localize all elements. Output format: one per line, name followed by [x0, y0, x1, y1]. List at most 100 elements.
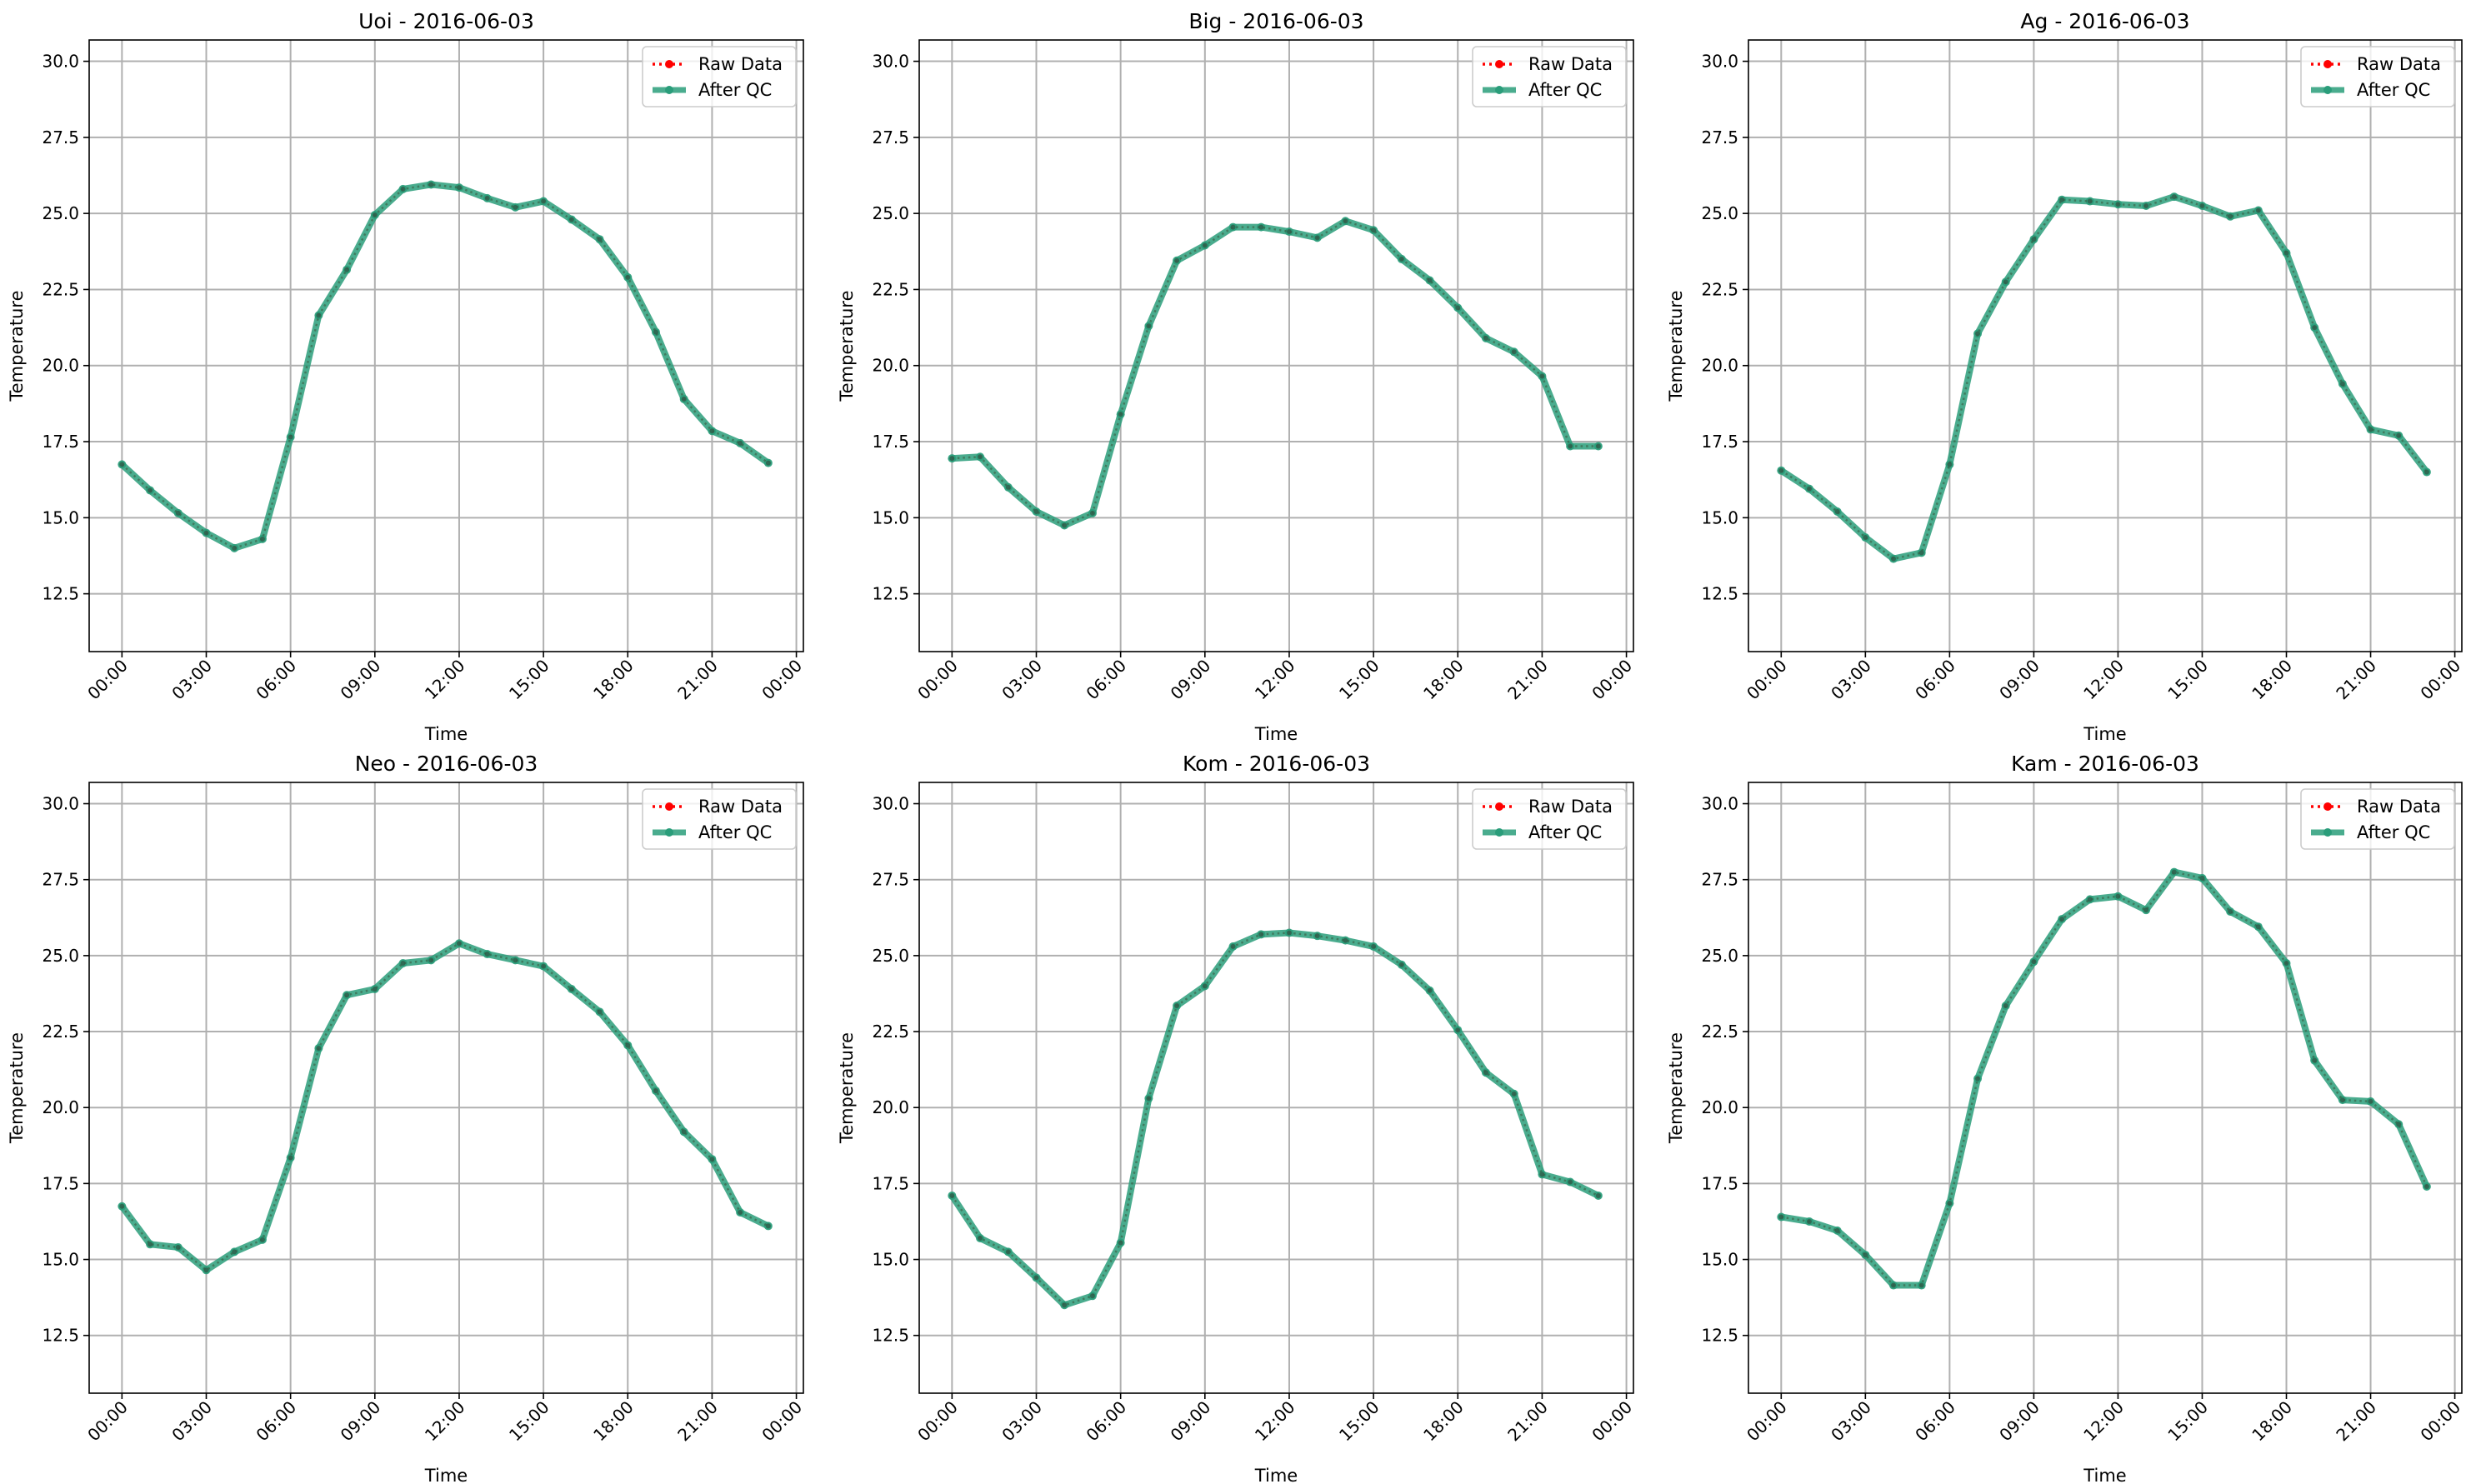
legend-marker-after-qc: [2323, 828, 2332, 837]
point-raw-data: [1062, 522, 1068, 528]
y-tick-label: 12.5: [1701, 1326, 1738, 1346]
point-raw-data: [2396, 432, 2402, 438]
axes-frame: [88, 782, 804, 1394]
point-raw-data: [1568, 443, 1573, 449]
panel-title: Big - 2016-06-03: [1188, 9, 1363, 33]
point-raw-data: [316, 1046, 322, 1052]
point-raw-data: [1539, 1172, 1545, 1177]
point-raw-data: [949, 456, 955, 462]
x-tick-label: 06:00: [252, 656, 300, 704]
point-raw-data: [2115, 202, 2121, 207]
point-raw-data: [1343, 218, 1348, 224]
series-line-raw-data: [121, 942, 769, 1272]
y-tick-label: 12.5: [42, 584, 79, 604]
point-raw-data: [1118, 1240, 1123, 1246]
point-raw-data: [1975, 331, 1981, 337]
point-raw-data: [1483, 335, 1488, 341]
x-tick-label: 12:00: [2079, 1397, 2128, 1446]
legend-label-raw-data: Raw Data: [698, 54, 783, 74]
y-tick-label: 20.0: [872, 356, 909, 376]
point-raw-data: [1005, 1249, 1011, 1255]
point-raw-data: [1511, 1091, 1517, 1097]
y-tick-label: 22.5: [42, 1022, 79, 1042]
x-tick-label: 00:00: [758, 656, 806, 704]
y-tick-label: 27.5: [42, 127, 79, 147]
y-tick-label: 20.0: [1701, 356, 1738, 376]
x-tick-label: 00:00: [913, 1397, 962, 1446]
point-raw-data: [288, 434, 293, 440]
x-tick-label: 15:00: [505, 1397, 553, 1446]
y-tick-label: 17.5: [1701, 432, 1738, 452]
y-tick-label: 30.0: [42, 794, 79, 814]
y-axis-label: Temperature: [7, 290, 27, 402]
point-raw-data: [232, 1249, 238, 1255]
legend-label-after-qc: After QC: [698, 822, 772, 842]
x-axis-label: Time: [1254, 1466, 1298, 1484]
point-raw-data: [2312, 325, 2318, 331]
point-raw-data: [709, 1157, 715, 1162]
legend-label-after-qc: After QC: [1528, 822, 1602, 842]
point-raw-data: [1174, 1003, 1180, 1009]
point-raw-data: [400, 960, 406, 966]
point-raw-data: [1483, 1070, 1488, 1076]
point-raw-data: [1947, 1201, 1953, 1207]
series-line-raw-data: [121, 183, 769, 550]
point-raw-data: [1595, 1192, 1601, 1198]
y-axis-label: Temperature: [837, 1032, 857, 1144]
x-tick-label: 18:00: [1419, 656, 1468, 704]
point-raw-data: [1806, 1218, 1812, 1224]
legend-label-raw-data: Raw Data: [2357, 54, 2441, 74]
x-axis-label: Time: [2083, 724, 2126, 744]
point-raw-data: [1455, 1027, 1461, 1033]
point-raw-data: [1539, 373, 1545, 379]
point-raw-data: [2199, 203, 2205, 209]
axes-frame: [918, 782, 1634, 1394]
x-tick-label: 00:00: [1743, 656, 1791, 704]
x-tick-label: 18:00: [2248, 656, 2296, 704]
point-raw-data: [2059, 197, 2065, 202]
legend-label-raw-data: Raw Data: [698, 797, 783, 817]
point-raw-data: [203, 530, 209, 536]
panel-title: Kom - 2016-06-03: [1183, 752, 1370, 776]
point-raw-data: [1202, 242, 1208, 248]
point-raw-data: [738, 440, 743, 446]
point-raw-data: [2339, 381, 2345, 387]
point-raw-data: [1230, 224, 1236, 230]
chart-panel-5: Kom - 2016-06-03 12.5 15.0 17.5 20.0 22.5 25.0…: [837, 752, 1636, 1484]
point-raw-data: [2143, 203, 2149, 209]
point-raw-data: [1834, 509, 1840, 515]
point-raw-data: [1918, 1282, 1924, 1288]
y-tick-label: 22.5: [872, 1022, 909, 1042]
point-raw-data: [175, 510, 181, 516]
y-tick-label: 17.5: [42, 432, 79, 452]
point-raw-data: [2283, 250, 2289, 256]
y-tick-label: 15.0: [1701, 507, 1738, 527]
point-raw-data: [2228, 213, 2233, 219]
x-tick-label: 12:00: [421, 656, 469, 704]
point-raw-data: [1595, 443, 1601, 449]
axes-frame: [88, 39, 804, 652]
x-tick-label: 00:00: [1588, 656, 1636, 704]
x-tick-label: 12:00: [2079, 656, 2128, 704]
legend-marker-raw-data: [2323, 60, 2332, 68]
legend-label-raw-data: Raw Data: [1528, 797, 1613, 817]
y-axis-label: Temperature: [1666, 290, 1686, 402]
point-raw-data: [2031, 959, 2037, 965]
chart-panel-1: Uoi - 2016-06-03 12.5 15.0 17.5 20.0 22.5 25.0…: [7, 9, 806, 744]
x-tick-label: 00:00: [913, 656, 962, 704]
x-tick-label: 00:00: [758, 1397, 806, 1446]
series-line-raw-data: [1781, 871, 2428, 1287]
x-tick-label: 09:00: [337, 1397, 385, 1446]
point-raw-data: [2171, 869, 2177, 875]
series-line-after-qc: [1778, 193, 2430, 562]
point-raw-data: [288, 1155, 293, 1161]
point-raw-data: [259, 536, 265, 542]
x-tick-label: 03:00: [998, 656, 1046, 704]
x-tick-label: 21:00: [673, 656, 722, 704]
legend: Raw Data After QC: [1472, 788, 1627, 850]
point-raw-data: [1286, 930, 1292, 936]
legend-marker-after-qc: [665, 86, 673, 94]
series-line-raw-data: [952, 219, 1598, 527]
x-tick-label: 09:00: [1167, 1397, 1215, 1446]
y-tick-label: 22.5: [42, 279, 79, 299]
